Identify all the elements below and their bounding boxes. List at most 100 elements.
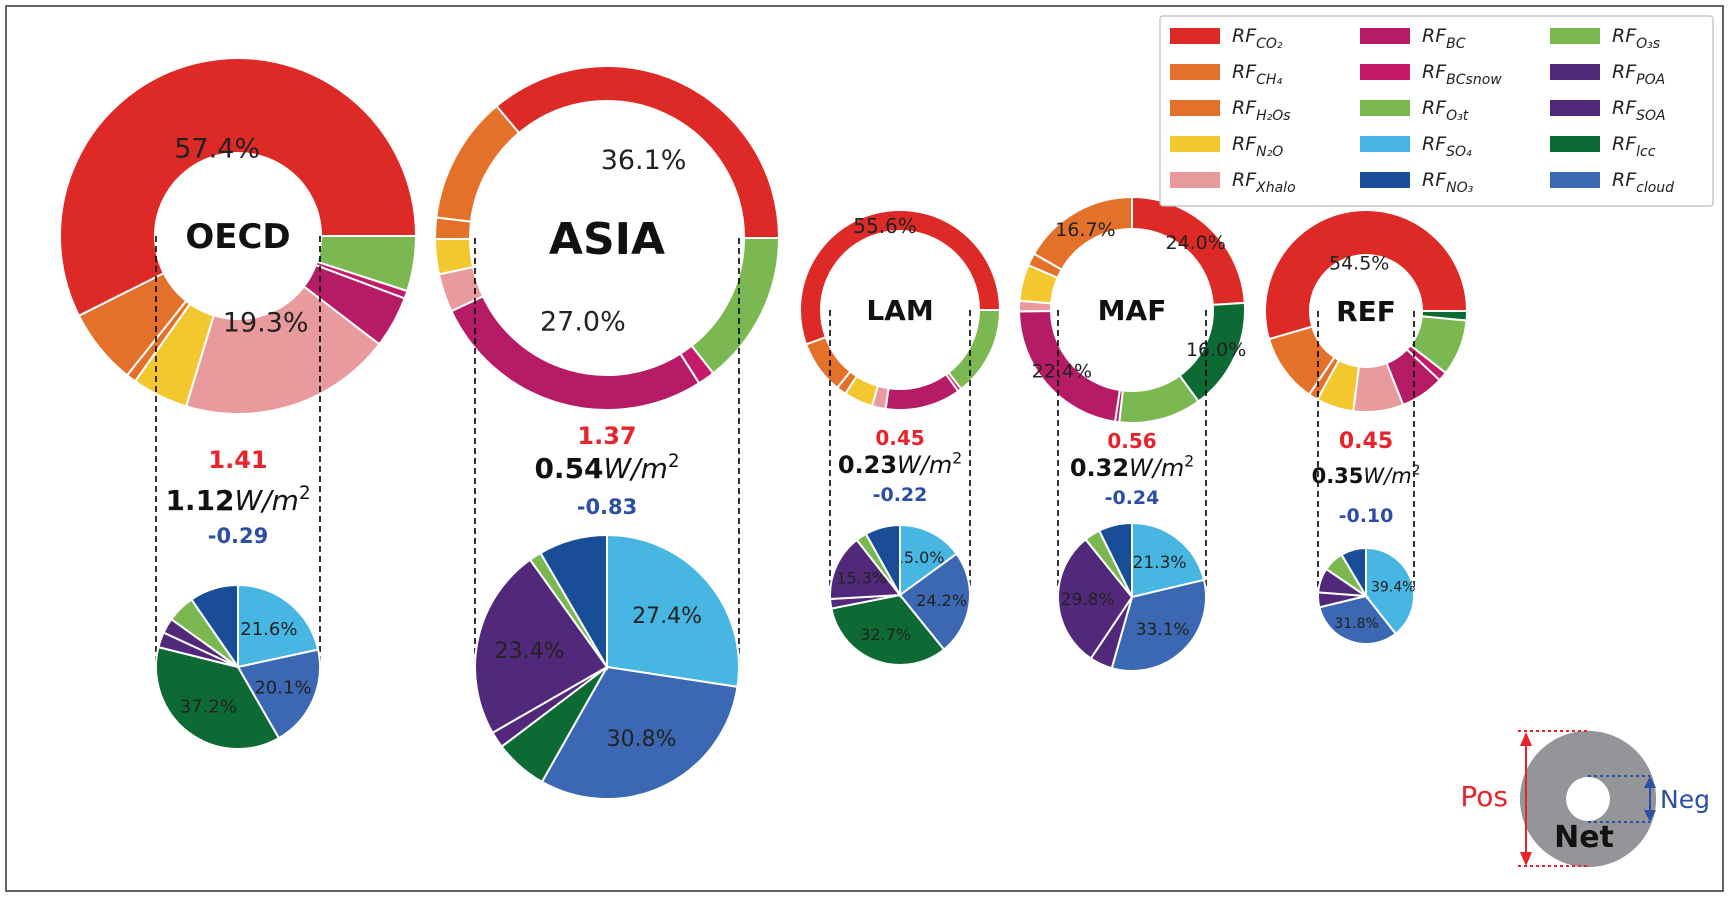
positive-total: 0.45 <box>1339 429 1393 454</box>
pie-slice-cloud <box>236 648 321 740</box>
legend-label: RFCH₄ <box>1232 61 1282 88</box>
ring-segment-h2os <box>434 216 473 241</box>
region-panels: 57.4%19.3%OECD21.6%20.1%37.2%1.411.12W/m… <box>59 57 1469 800</box>
legend-item-xhalo: RFXhalo <box>1170 169 1296 196</box>
ring-label: 19.3% <box>223 308 309 339</box>
negative-total: -0.29 <box>208 524 269 548</box>
legend-item-bc: RFBC <box>1360 25 1466 52</box>
legend-label: RFBCsnow <box>1422 61 1502 88</box>
negative-total: -0.24 <box>1105 487 1160 509</box>
ring-segment-o3t <box>1408 315 1468 375</box>
ring-segment-n2o <box>433 237 475 276</box>
negative-total: -0.10 <box>1339 505 1394 527</box>
pie-slice-lcc <box>155 645 281 750</box>
pie-slice-poa <box>474 558 609 735</box>
figure-border <box>5 5 1724 892</box>
pie-label: 21.6% <box>240 619 297 640</box>
ring-segment-ch4 <box>77 271 188 377</box>
net-unit: W/m <box>897 451 952 479</box>
legend-item-co2: RFCO₂ <box>1170 25 1283 52</box>
legend-item-cloud: RFcloud <box>1550 169 1674 196</box>
ring-label: 22.4% <box>1032 361 1092 383</box>
key-neg-label: Neg <box>1660 785 1710 814</box>
legend-item-o3s: RFO₃s <box>1550 25 1660 52</box>
key-pos-label: Pos <box>1460 780 1508 813</box>
ring-segment-n2o <box>133 302 216 408</box>
legend-item-no3: RFNO₃ <box>1360 169 1474 196</box>
legend-item-ch4: RFCH₄ <box>1170 61 1282 88</box>
positive-total: 0.56 <box>1107 429 1156 453</box>
net-unit: W/m <box>1129 454 1184 482</box>
pie-slice-so4 <box>899 523 959 597</box>
net-unit-exponent: 2 <box>952 449 962 467</box>
net-unit-exponent: 2 <box>1412 463 1421 479</box>
pie-slice-lcc <box>830 593 946 666</box>
net-total: 0.23W/m2 <box>838 449 962 479</box>
ring-segment-ch4 <box>1032 195 1133 272</box>
ring-label: 57.4% <box>174 133 260 164</box>
legend-label: RFO₃s <box>1612 25 1660 52</box>
pie-slice-poa <box>1057 537 1134 660</box>
pie-label: 32.7% <box>860 625 911 644</box>
pie-slice-so4 <box>237 583 320 669</box>
net-unit-exponent: 2 <box>668 451 680 472</box>
legend-frame <box>1159 15 1714 207</box>
pie-slice-no3 <box>539 533 608 671</box>
region-name: OECD <box>185 217 290 257</box>
ring-segment-co2 <box>1264 209 1469 341</box>
legend-label: RFNO₃ <box>1422 169 1474 196</box>
legend-label: RFBC <box>1422 25 1466 52</box>
region-name: ASIA <box>549 214 665 265</box>
positive-ring: 54.5% <box>1264 209 1469 413</box>
key-net-label: Net <box>1554 820 1614 855</box>
legend-swatch <box>1170 100 1220 116</box>
legend-swatch <box>1360 100 1410 116</box>
key-ring-hole <box>1566 777 1610 821</box>
net-unit: W/m <box>235 484 299 517</box>
region-name: REF <box>1336 295 1396 328</box>
legend-item-bcsnow: RFBCsnow <box>1360 61 1502 88</box>
positive-total: 0.45 <box>875 426 924 450</box>
ring-segment-ch4 <box>804 335 852 390</box>
ring-label: 36.1% <box>601 145 687 176</box>
pie-label: 31.8% <box>1334 616 1378 632</box>
legend-swatch <box>1360 136 1410 152</box>
ring-segment-lcc <box>1420 310 1469 322</box>
legend-item-lcc: RFlcc <box>1550 133 1656 160</box>
ring-label: 27.0% <box>540 307 626 338</box>
net-total: 0.54W/m2 <box>534 451 679 485</box>
legend-label: RFlcc <box>1612 133 1656 160</box>
ring-label: 55.6% <box>853 214 917 238</box>
ring-segment-xhalo <box>437 265 485 313</box>
negative-pie: 21.6% 20.1% 37.2% <box>155 583 321 750</box>
pie-slice-so4 <box>1365 546 1415 636</box>
net-unit-exponent: 2 <box>1184 452 1194 470</box>
legend-swatch <box>1550 100 1600 116</box>
legend-swatch <box>1550 64 1600 80</box>
ring-segment-co2 <box>59 57 418 318</box>
legend-item-poa: RFPOA <box>1550 61 1665 88</box>
legend-swatch <box>1170 64 1220 80</box>
legend-label: RFcloud <box>1612 169 1674 196</box>
pie-label: 39.4% <box>1371 579 1415 595</box>
pie-label: 33.1% <box>1136 620 1190 640</box>
legend-item-n2o: RFN₂O <box>1170 133 1283 160</box>
positive-ring: 55.6% <box>799 209 1002 411</box>
panel-asia: 36.1% 27.0% ASIA 27.4% 30.8% 23.4% 1.370.54W/m… <box>433 65 781 800</box>
positive-ring: 24.0% 16.0% 22.4% 16.7% <box>1017 195 1246 424</box>
net-value: 0.32 <box>1070 454 1129 482</box>
pie-slice-so4 <box>606 533 740 688</box>
net-unit-exponent: 2 <box>299 483 311 504</box>
legend-label: RFO₃t <box>1422 97 1469 124</box>
pie-label: 37.2% <box>180 697 237 718</box>
pie-label: 15.0% <box>894 548 945 567</box>
ring-segment-xhalo <box>184 285 381 415</box>
region-name: MAF <box>1098 294 1167 327</box>
negative-pie: 15.0% 24.2% 32.7% 15.3% <box>829 523 971 666</box>
legend-item-soa: RFSOA <box>1550 97 1666 124</box>
ring-segment-bc <box>450 295 701 411</box>
legend-swatch <box>1550 136 1600 152</box>
key-neg-arrowheads <box>1644 776 1656 822</box>
net-value: 0.23 <box>838 451 897 479</box>
ring-label: 54.5% <box>1329 253 1389 275</box>
